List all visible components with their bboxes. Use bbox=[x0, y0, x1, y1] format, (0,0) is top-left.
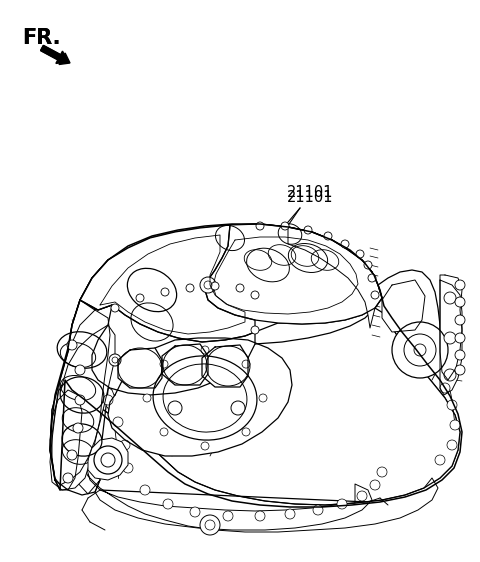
Circle shape bbox=[231, 401, 245, 415]
Circle shape bbox=[160, 360, 168, 368]
Circle shape bbox=[435, 455, 445, 465]
Circle shape bbox=[455, 333, 465, 343]
Circle shape bbox=[103, 395, 113, 405]
Circle shape bbox=[200, 515, 220, 535]
Circle shape bbox=[160, 428, 168, 436]
Circle shape bbox=[356, 250, 364, 258]
Circle shape bbox=[94, 446, 122, 474]
Text: 21101: 21101 bbox=[287, 190, 333, 205]
Circle shape bbox=[255, 511, 265, 521]
Circle shape bbox=[357, 491, 367, 501]
Polygon shape bbox=[80, 224, 382, 344]
Circle shape bbox=[63, 473, 73, 483]
Circle shape bbox=[190, 507, 200, 517]
Circle shape bbox=[236, 284, 244, 292]
Circle shape bbox=[201, 442, 209, 450]
Circle shape bbox=[304, 226, 312, 234]
Polygon shape bbox=[88, 438, 128, 480]
Circle shape bbox=[259, 394, 267, 402]
Circle shape bbox=[136, 294, 144, 302]
Polygon shape bbox=[70, 380, 438, 532]
Circle shape bbox=[242, 360, 250, 368]
Polygon shape bbox=[162, 344, 208, 385]
Circle shape bbox=[120, 440, 130, 450]
Circle shape bbox=[186, 284, 194, 292]
Text: 21101: 21101 bbox=[287, 185, 333, 200]
Circle shape bbox=[111, 304, 119, 312]
Circle shape bbox=[143, 394, 151, 402]
Circle shape bbox=[163, 499, 173, 509]
Circle shape bbox=[364, 261, 372, 269]
Text: FR.: FR. bbox=[22, 28, 60, 48]
Polygon shape bbox=[50, 224, 460, 505]
Circle shape bbox=[371, 291, 379, 299]
Polygon shape bbox=[65, 395, 372, 530]
Circle shape bbox=[75, 395, 85, 405]
Circle shape bbox=[123, 463, 133, 473]
Circle shape bbox=[414, 344, 426, 356]
Circle shape bbox=[337, 499, 347, 509]
Polygon shape bbox=[80, 225, 255, 342]
Circle shape bbox=[140, 485, 150, 495]
Circle shape bbox=[313, 505, 323, 515]
Circle shape bbox=[404, 334, 436, 366]
Circle shape bbox=[444, 292, 456, 304]
Circle shape bbox=[109, 354, 121, 366]
Circle shape bbox=[251, 326, 259, 334]
Polygon shape bbox=[205, 224, 382, 324]
Polygon shape bbox=[202, 345, 248, 387]
Circle shape bbox=[440, 383, 450, 393]
Polygon shape bbox=[50, 300, 115, 495]
Circle shape bbox=[251, 291, 259, 299]
Circle shape bbox=[285, 509, 295, 519]
Circle shape bbox=[368, 274, 376, 282]
Polygon shape bbox=[118, 348, 162, 388]
Polygon shape bbox=[440, 275, 462, 380]
Circle shape bbox=[281, 222, 289, 230]
Circle shape bbox=[67, 340, 77, 350]
Polygon shape bbox=[68, 300, 460, 505]
Text: FR.: FR. bbox=[22, 28, 60, 48]
Circle shape bbox=[377, 467, 387, 477]
Circle shape bbox=[168, 401, 182, 415]
Circle shape bbox=[223, 511, 233, 521]
Circle shape bbox=[447, 440, 457, 450]
Circle shape bbox=[455, 280, 465, 290]
Circle shape bbox=[200, 277, 216, 293]
Circle shape bbox=[341, 240, 349, 248]
Circle shape bbox=[161, 288, 169, 296]
Polygon shape bbox=[92, 305, 255, 395]
Circle shape bbox=[73, 423, 83, 433]
Circle shape bbox=[211, 282, 219, 290]
Polygon shape bbox=[108, 338, 292, 456]
Circle shape bbox=[101, 453, 115, 467]
Polygon shape bbox=[50, 310, 110, 490]
Circle shape bbox=[113, 417, 123, 427]
Circle shape bbox=[455, 297, 465, 307]
FancyArrow shape bbox=[41, 46, 68, 64]
FancyArrow shape bbox=[41, 46, 70, 65]
Circle shape bbox=[447, 400, 457, 410]
Circle shape bbox=[201, 346, 209, 354]
Polygon shape bbox=[440, 280, 462, 395]
Circle shape bbox=[444, 369, 456, 381]
Polygon shape bbox=[52, 325, 115, 485]
Polygon shape bbox=[288, 227, 382, 328]
Polygon shape bbox=[50, 390, 82, 490]
Circle shape bbox=[370, 480, 380, 490]
Circle shape bbox=[324, 232, 332, 240]
Circle shape bbox=[242, 428, 250, 436]
Circle shape bbox=[75, 365, 85, 375]
Circle shape bbox=[450, 420, 460, 430]
Circle shape bbox=[392, 322, 448, 378]
Circle shape bbox=[455, 365, 465, 375]
Polygon shape bbox=[378, 270, 440, 375]
Circle shape bbox=[444, 332, 456, 344]
Circle shape bbox=[67, 450, 77, 460]
Circle shape bbox=[455, 350, 465, 360]
Polygon shape bbox=[382, 280, 425, 332]
Circle shape bbox=[455, 315, 465, 325]
Circle shape bbox=[256, 222, 264, 230]
